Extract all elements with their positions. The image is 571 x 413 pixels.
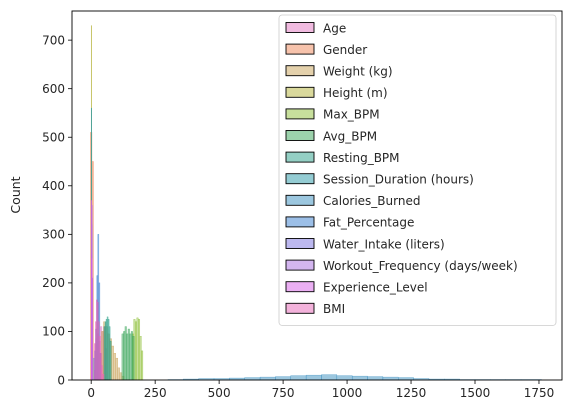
bar-2-8 <box>117 367 121 381</box>
legend-label-10: Water_Intake (liters) <box>323 237 445 251</box>
legend-swatch-3 <box>285 86 315 98</box>
bar-4-5 <box>139 336 142 381</box>
legend-swatch-13 <box>285 302 315 314</box>
legend-label-9: Fat_Percentage <box>323 216 414 230</box>
bar-12-1 <box>91 258 93 381</box>
bar-5-4 <box>127 328 130 381</box>
legend-swatch-6 <box>285 151 315 163</box>
bar-2-5 <box>111 345 114 381</box>
bar-8-12 <box>351 375 368 381</box>
bar-4-2 <box>134 321 137 381</box>
legend-label-1: Gender <box>323 43 367 57</box>
bar-5-1 <box>123 331 126 381</box>
y-tick-label-2: 200 <box>42 276 65 290</box>
x-tick-label-6: 1500 <box>460 386 491 400</box>
bar-13-8 <box>102 373 105 381</box>
x-axis-ticks: 0 250 500 750 1000 1250 1500 1750 <box>87 380 554 400</box>
legend-frame <box>278 14 557 326</box>
legend-swatch-4 <box>285 108 315 120</box>
y-axis-ticks: 0 100 200 300 400 500 600 700 <box>42 33 72 387</box>
x-tick-label-4: 1000 <box>332 386 363 400</box>
bar-8-8 <box>290 375 307 381</box>
legend-label-8: Calories_Burned <box>323 194 420 208</box>
x-tick-label-3: 750 <box>272 386 295 400</box>
x-tick-label-7: 1750 <box>524 386 555 400</box>
bar-2-7 <box>115 357 118 381</box>
legend-swatch-1 <box>285 43 315 55</box>
bar-5-0 <box>121 333 124 381</box>
bar-5-3 <box>126 333 129 381</box>
legend-label-5: Avg_BPM <box>323 129 377 143</box>
legend-label-13: BMI <box>323 302 345 316</box>
bar-5-2 <box>124 326 127 381</box>
bar-6-6 <box>109 340 112 381</box>
legend-swatch-9 <box>285 216 315 228</box>
legend-label-6: Resting_BPM <box>323 151 400 165</box>
bar-8-11 <box>336 375 353 381</box>
y-tick-label-7: 700 <box>42 33 65 47</box>
x-tick-label-5: 1250 <box>396 386 427 400</box>
legend-swatch-5 <box>285 130 315 141</box>
bar-8-9 <box>305 374 322 381</box>
bar-4-4 <box>138 319 141 381</box>
bar-8-13 <box>367 376 384 381</box>
legend-swatch-12 <box>285 281 315 293</box>
bar-5-7 <box>132 336 135 381</box>
y-tick-label-1: 100 <box>42 325 65 339</box>
legend-swatch-2 <box>285 65 315 77</box>
y-axis-label: Count <box>8 176 23 213</box>
x-tick-label-2: 500 <box>208 386 231 400</box>
plot-frame <box>71 10 563 381</box>
bar-2-6 <box>113 353 116 381</box>
legend-label-7: Session_Duration (hours) <box>323 173 474 187</box>
legend-label-12: Experience_Level <box>323 281 428 295</box>
legend-label-11: Workout_Frequency (days/week) <box>323 259 518 273</box>
bar-2-9 <box>119 372 123 381</box>
x-tick-label-0: 0 <box>87 386 95 400</box>
legend-swatch-8 <box>285 194 315 206</box>
y-tick-label-3: 300 <box>42 228 65 242</box>
legend-swatch-7 <box>285 173 315 185</box>
y-tick-label-6: 600 <box>42 82 65 96</box>
legend-label-0: Age <box>323 21 346 35</box>
y-tick-label-4: 400 <box>42 179 65 193</box>
legend-label-2: Weight (kg) <box>323 65 393 79</box>
x-tick-label-1: 250 <box>144 386 167 400</box>
y-tick-label-5: 500 <box>42 131 65 145</box>
legend-swatch-0 <box>285 22 315 33</box>
bar-8-7 <box>275 376 291 381</box>
legend-label-4: Max_BPM <box>323 108 380 122</box>
legend-swatch-11 <box>285 259 315 271</box>
bar-4-6 <box>141 350 144 381</box>
bar-4-3 <box>136 317 139 381</box>
legend: Age Gender Weight (kg) Height (m) Max_BPM Avg… <box>278 14 557 326</box>
bar-8-10 <box>321 374 338 381</box>
bar-5-5 <box>129 333 132 381</box>
bar-5-6 <box>130 331 133 381</box>
legend-swatch-10 <box>285 238 315 249</box>
legend-label-3: Height (m) <box>323 86 388 100</box>
y-tick-label-0: 0 <box>57 373 65 387</box>
